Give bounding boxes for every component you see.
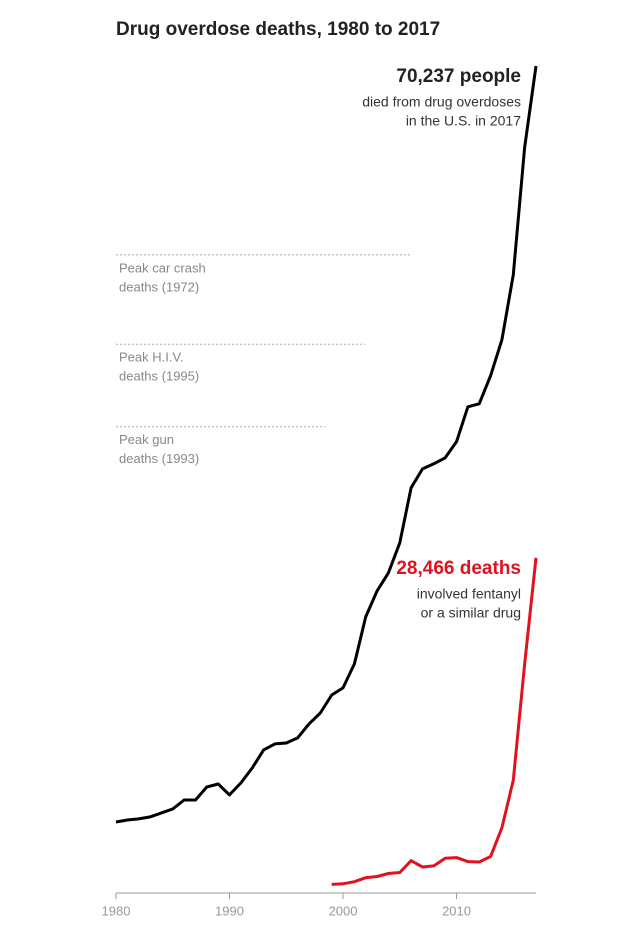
annotation-text: or a similar drug (421, 605, 521, 621)
annotation-headline: 70,237 people (396, 66, 521, 87)
annotation-headline: 28,466 deaths (396, 558, 521, 579)
reference-label: deaths (1972) (119, 279, 199, 294)
reference-label: deaths (1995) (119, 369, 199, 384)
annotation-text: died from drug overdoses (362, 94, 521, 110)
reference-label: Peak car crash (119, 260, 206, 275)
series-line (331, 557, 538, 886)
chart-title: Drug overdose deaths, 1980 to 2017 (116, 19, 440, 40)
annotation-text: in the U.S. in 2017 (406, 113, 521, 129)
reference-label: Peak H.I.V. (119, 350, 184, 365)
x-tick-label: 2000 (329, 903, 358, 918)
annotation-text: involved fentanyl (417, 586, 521, 602)
series-line (115, 65, 538, 824)
x-tick-label: 1990 (215, 903, 244, 918)
reference-label: deaths (1993) (119, 451, 199, 466)
x-tick-label: 1980 (102, 903, 131, 918)
reference-label: Peak gun (119, 432, 174, 447)
x-tick-label: 2010 (442, 903, 471, 918)
